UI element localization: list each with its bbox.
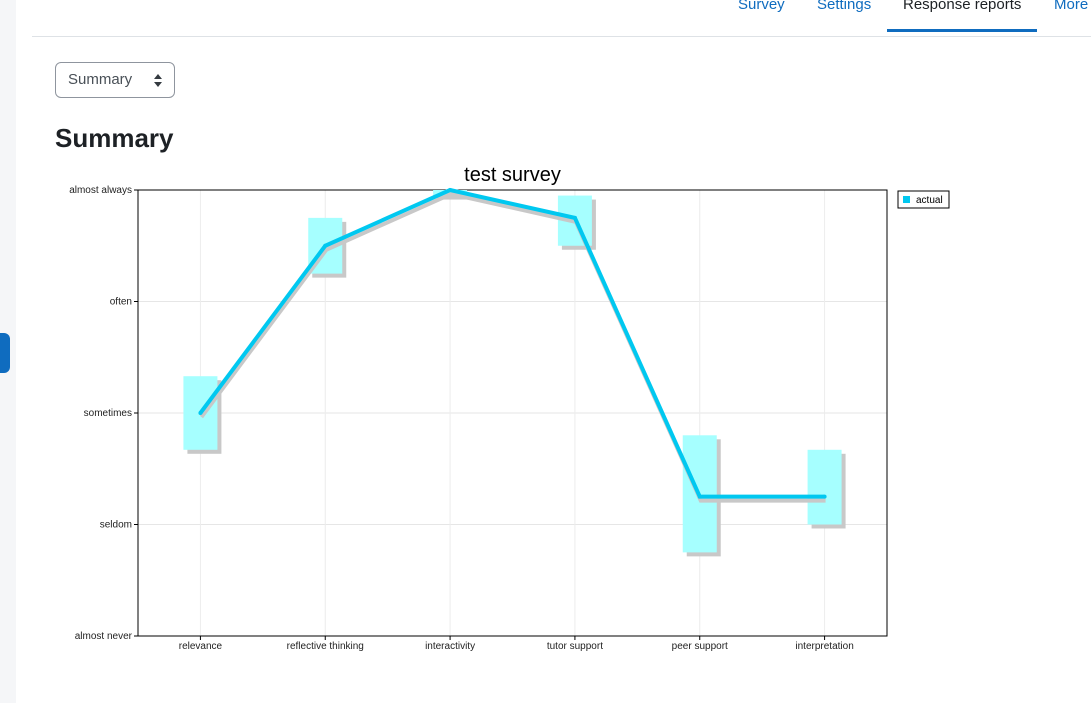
y-tick-label: sometimes bbox=[84, 408, 132, 419]
select-caret-icon bbox=[154, 74, 162, 88]
page-title: Summary bbox=[55, 123, 174, 153]
tab-settings[interactable]: Settings bbox=[817, 0, 872, 13]
legend-swatch-actual bbox=[903, 196, 910, 203]
data-point bbox=[822, 494, 827, 499]
secondary-navigation: Survey Settings Response reports More bbox=[32, 0, 1091, 37]
x-tick-label: relevance bbox=[179, 641, 223, 652]
tab-survey[interactable]: Survey bbox=[738, 0, 785, 13]
summary-chart: test survey almost never seldom sometimes of… bbox=[55, 160, 955, 660]
x-tick-label: interactivity bbox=[425, 641, 475, 652]
series-line-actual bbox=[198, 187, 825, 499]
chart-title: test survey bbox=[464, 164, 561, 186]
report-type-select-value: Summary bbox=[68, 71, 133, 88]
data-point bbox=[572, 215, 577, 220]
error-band bbox=[807, 449, 842, 525]
tab-response-reports[interactable]: Response reports bbox=[887, 0, 1038, 32]
y-tick-label: almost never bbox=[75, 631, 133, 642]
y-tick-label: almost always bbox=[69, 185, 132, 196]
data-point bbox=[448, 188, 453, 192]
x-tick-label: peer support bbox=[672, 641, 728, 652]
y-tick-label: seldom bbox=[100, 520, 132, 531]
drawer-toggle-button[interactable] bbox=[0, 333, 10, 373]
tab-more[interactable]: More bbox=[1054, 0, 1089, 13]
x-tick-label: reflective thinking bbox=[287, 641, 364, 652]
legend-label-actual: actual bbox=[916, 195, 943, 206]
data-point bbox=[198, 411, 203, 415]
series-line-shadow bbox=[199, 191, 826, 503]
y-tick-label: often bbox=[110, 297, 132, 308]
summary-chart-svg: test survey almost never seldom sometimes of… bbox=[69, 164, 950, 652]
legend-box bbox=[897, 190, 950, 209]
report-type-select[interactable]: Summary bbox=[55, 62, 175, 98]
data-point bbox=[323, 243, 328, 248]
x-tick-label: interpretation bbox=[795, 641, 853, 652]
x-tick-label: tutor support bbox=[547, 641, 603, 652]
error-band-shadow bbox=[437, 194, 472, 200]
data-point bbox=[697, 494, 702, 499]
